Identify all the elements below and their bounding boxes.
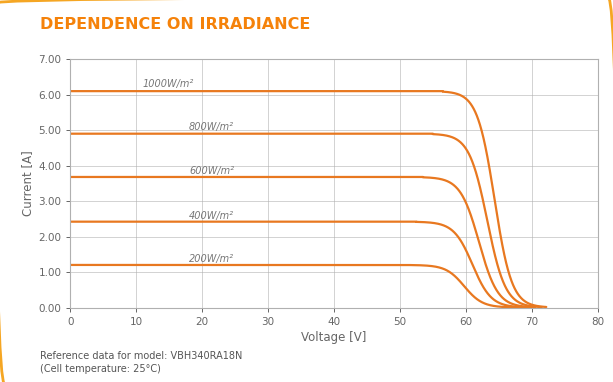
Text: Reference data for model: VBH340RA18N: Reference data for model: VBH340RA18N: [40, 351, 242, 361]
Text: 1000W/m²: 1000W/m²: [143, 79, 194, 89]
Y-axis label: Current [A]: Current [A]: [21, 151, 34, 216]
Text: DEPENDENCE ON IRRADIANCE: DEPENDENCE ON IRRADIANCE: [40, 17, 310, 32]
Text: (Cell temperature: 25°C): (Cell temperature: 25°C): [40, 364, 161, 374]
Text: 800W/m²: 800W/m²: [189, 122, 234, 132]
Text: 600W/m²: 600W/m²: [189, 166, 234, 176]
X-axis label: Voltage [V]: Voltage [V]: [302, 331, 367, 344]
Text: 200W/m²: 200W/m²: [189, 254, 234, 264]
Text: 400W/m²: 400W/m²: [189, 211, 234, 221]
